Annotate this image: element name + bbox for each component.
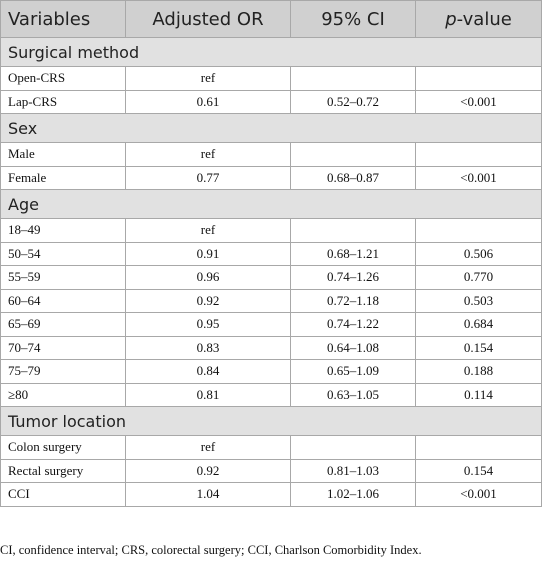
data-row: Male ref: [0, 142, 542, 167]
table-cell: 0.684: [415, 312, 542, 337]
table-cell: 75–79: [0, 359, 126, 384]
data-row: Colon surgery ref: [0, 435, 542, 460]
table-cell: 0.84: [125, 359, 291, 384]
header-text: p: [445, 8, 457, 30]
table-cell: 0.81–1.03: [290, 458, 416, 483]
table-cell: 0.77: [125, 165, 291, 190]
table-cell: [415, 66, 542, 91]
table-cell: [415, 142, 542, 167]
footnote: CI, confidence interval; CRS, colorectal…: [0, 543, 422, 557]
table-cell: Open-CRS: [0, 66, 126, 91]
table-cell: 50–54: [0, 241, 126, 266]
section-title: Tumor location: [0, 406, 542, 436]
table-cell: Lap-CRS: [0, 89, 126, 114]
table-cell: 0.188: [415, 359, 542, 384]
section-title: Surgical method: [0, 37, 542, 67]
table-cell: 0.95: [125, 312, 291, 337]
data-row: 70–74 0.83 0.64–1.08 0.154: [0, 335, 542, 360]
table-cell: 0.72–1.18: [290, 288, 416, 313]
table-cell: [290, 218, 416, 243]
results-table: Variables Adjusted OR 95% CI p-value Surgic…: [0, 0, 542, 507]
table-cell: 0.770: [415, 265, 542, 290]
table-cell: 0.68–0.87: [290, 165, 416, 190]
section-row: Sex: [0, 113, 542, 143]
table-cell: CCI: [0, 482, 126, 507]
data-row: Rectal surgery 0.92 0.81–1.03 0.154: [0, 458, 542, 483]
table-cell: <0.001: [415, 165, 542, 190]
section-row: Age: [0, 189, 542, 219]
section-title: Age: [0, 189, 542, 219]
section-title: Sex: [0, 113, 542, 143]
table-cell: 18–49: [0, 218, 126, 243]
table-cell: [415, 218, 542, 243]
table-cell: 65–69: [0, 312, 126, 337]
table-cell: 0.114: [415, 382, 542, 407]
table-cell: 0.92: [125, 458, 291, 483]
data-row: Female 0.77 0.68–0.87 <0.001: [0, 165, 542, 190]
table-cell: [290, 435, 416, 460]
table-cell: [415, 435, 542, 460]
table-cell: 1.02–1.06: [290, 482, 416, 507]
table-cell: Rectal surgery: [0, 458, 126, 483]
header-cell: p-value: [415, 0, 542, 38]
table-cell: 0.506: [415, 241, 542, 266]
data-row: Lap-CRS 0.61 0.52–0.72 <0.001: [0, 89, 542, 114]
table-cell: 0.81: [125, 382, 291, 407]
data-row: ≥80 0.81 0.63–1.05 0.114: [0, 382, 542, 407]
header-cell: Adjusted OR: [125, 0, 291, 38]
table-cell: 70–74: [0, 335, 126, 360]
section-row: Surgical method: [0, 37, 542, 67]
table-cell: <0.001: [415, 482, 542, 507]
data-row: CCI 1.04 1.02–1.06 <0.001: [0, 482, 542, 507]
header-text: -value: [456, 8, 512, 30]
table-cell: ref: [125, 142, 291, 167]
table-cell: 0.154: [415, 458, 542, 483]
table-cell: 0.503: [415, 288, 542, 313]
data-row: 60–64 0.92 0.72–1.18 0.503: [0, 288, 542, 313]
table-cell: 0.52–0.72: [290, 89, 416, 114]
header-row: Variables Adjusted OR 95% CI p-value: [0, 0, 542, 38]
data-row: 65–69 0.95 0.74–1.22 0.684: [0, 312, 542, 337]
table-cell: [290, 66, 416, 91]
table-cell: 0.96: [125, 265, 291, 290]
data-row: 18–49 ref: [0, 218, 542, 243]
table-cell: 0.92: [125, 288, 291, 313]
data-row: 50–54 0.91 0.68–1.21 0.506: [0, 241, 542, 266]
table-cell: 0.83: [125, 335, 291, 360]
table-cell: <0.001: [415, 89, 542, 114]
table-cell: Male: [0, 142, 126, 167]
table-cell: 0.61: [125, 89, 291, 114]
data-row: 55–59 0.96 0.74–1.26 0.770: [0, 265, 542, 290]
table-cell: 0.68–1.21: [290, 241, 416, 266]
table-cell: 0.64–1.08: [290, 335, 416, 360]
data-row: 75–79 0.84 0.65–1.09 0.188: [0, 359, 542, 384]
table-cell: 60–64: [0, 288, 126, 313]
table-cell: ref: [125, 218, 291, 243]
table-cell: Colon surgery: [0, 435, 126, 460]
header-cell: Variables: [0, 0, 126, 38]
table-cell: [290, 142, 416, 167]
table-cell: ≥80: [0, 382, 126, 407]
table-cell: 0.154: [415, 335, 542, 360]
table-cell: 0.74–1.26: [290, 265, 416, 290]
header-cell: 95% CI: [290, 0, 416, 38]
table-cell: 0.74–1.22: [290, 312, 416, 337]
table-cell: 1.04: [125, 482, 291, 507]
table-cell: ref: [125, 66, 291, 91]
table-cell: 0.65–1.09: [290, 359, 416, 384]
table-cell: 0.63–1.05: [290, 382, 416, 407]
table-cell: ref: [125, 435, 291, 460]
table-cell: 0.91: [125, 241, 291, 266]
table-cell: 55–59: [0, 265, 126, 290]
section-row: Tumor location: [0, 406, 542, 436]
data-row: Open-CRS ref: [0, 66, 542, 91]
table-cell: Female: [0, 165, 126, 190]
